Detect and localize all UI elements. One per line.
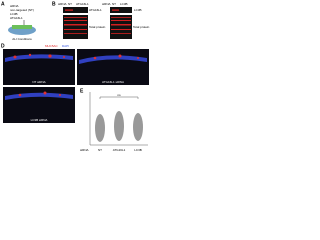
total-label: Total protein [133,25,150,29]
total-bands [111,17,131,34]
group-label: ATG16L1 [113,148,126,152]
legend-text: LC3B [10,12,18,16]
cells [12,25,32,29]
panel-label: D [1,43,5,49]
micrograph [77,49,149,85]
image-label: LC3B siRNA [31,118,48,122]
stain-texture [5,53,147,100]
axes [89,92,148,146]
blot [110,15,132,39]
stain-label: DAPI [62,44,69,48]
figure: A siRNA non-targeted (NT) LC3B ATG16L1 A… [1,1,150,152]
group-label: LC3B [134,148,142,152]
total-bands [64,17,87,34]
lane: NT [68,2,72,6]
legend-text: non-targeted (NT) [10,8,34,12]
panel-label: E [80,88,84,94]
legend-text: ATG16L1 [10,16,23,20]
band [65,9,73,11]
axis-header: siRNA [80,148,89,152]
group-label: NT [98,148,102,152]
significance-bracket [99,96,139,99]
total-label: Total protein [89,25,106,29]
blot-header: siRNA [58,2,67,6]
legend-text: siRNA [10,4,19,8]
panel-label: B [52,1,56,7]
band-label: ATG16L1 [89,8,102,12]
scatter-cloud [95,111,143,142]
stain-label: MUC5AC [45,44,59,48]
band [112,9,119,11]
lane: ATG16L1 [76,2,89,6]
significance: ns [117,93,121,97]
blot [63,7,88,13]
blot [110,7,132,13]
dish-diagram [8,20,36,35]
lane: LC3B [120,2,128,6]
lane: NT [112,2,116,6]
band-label: LC3B [134,8,142,12]
blot-header: siRNA [102,2,111,6]
blot [63,15,88,39]
image-label: ATG16L1 siRNA [102,80,124,84]
image-label: NT siRNA [32,80,45,84]
panel-label: A [1,1,5,7]
caption: ALI Conditions [12,37,32,41]
